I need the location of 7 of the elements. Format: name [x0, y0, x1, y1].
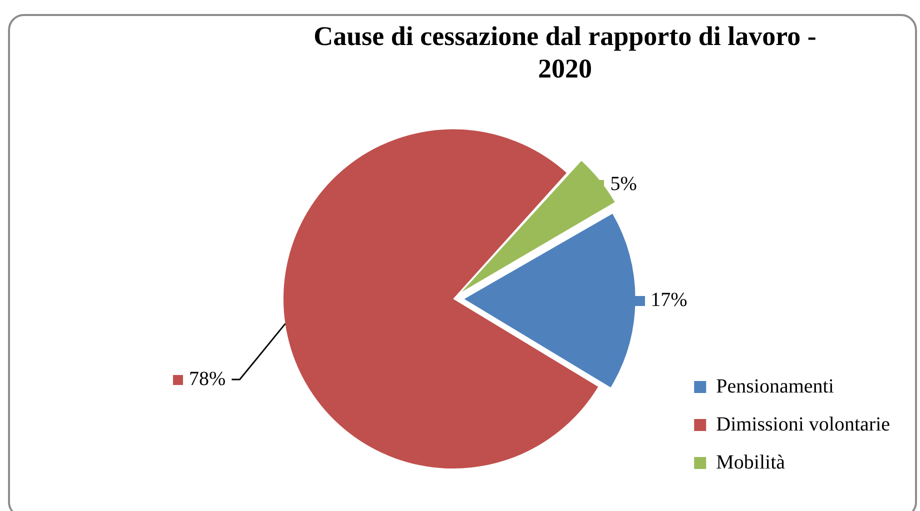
legend-label: Mobilità: [716, 451, 786, 474]
data-label: 78%: [189, 368, 226, 390]
legend-label: Pensionamenti: [716, 375, 834, 398]
legend-label: Dimissioni volontarie: [716, 413, 890, 436]
chart-title: Cause di cessazione dal rapporto di lavoro - 2020: [314, 21, 816, 84]
data-label: 17%: [650, 289, 688, 312]
data-label: 5%: [610, 172, 637, 195]
